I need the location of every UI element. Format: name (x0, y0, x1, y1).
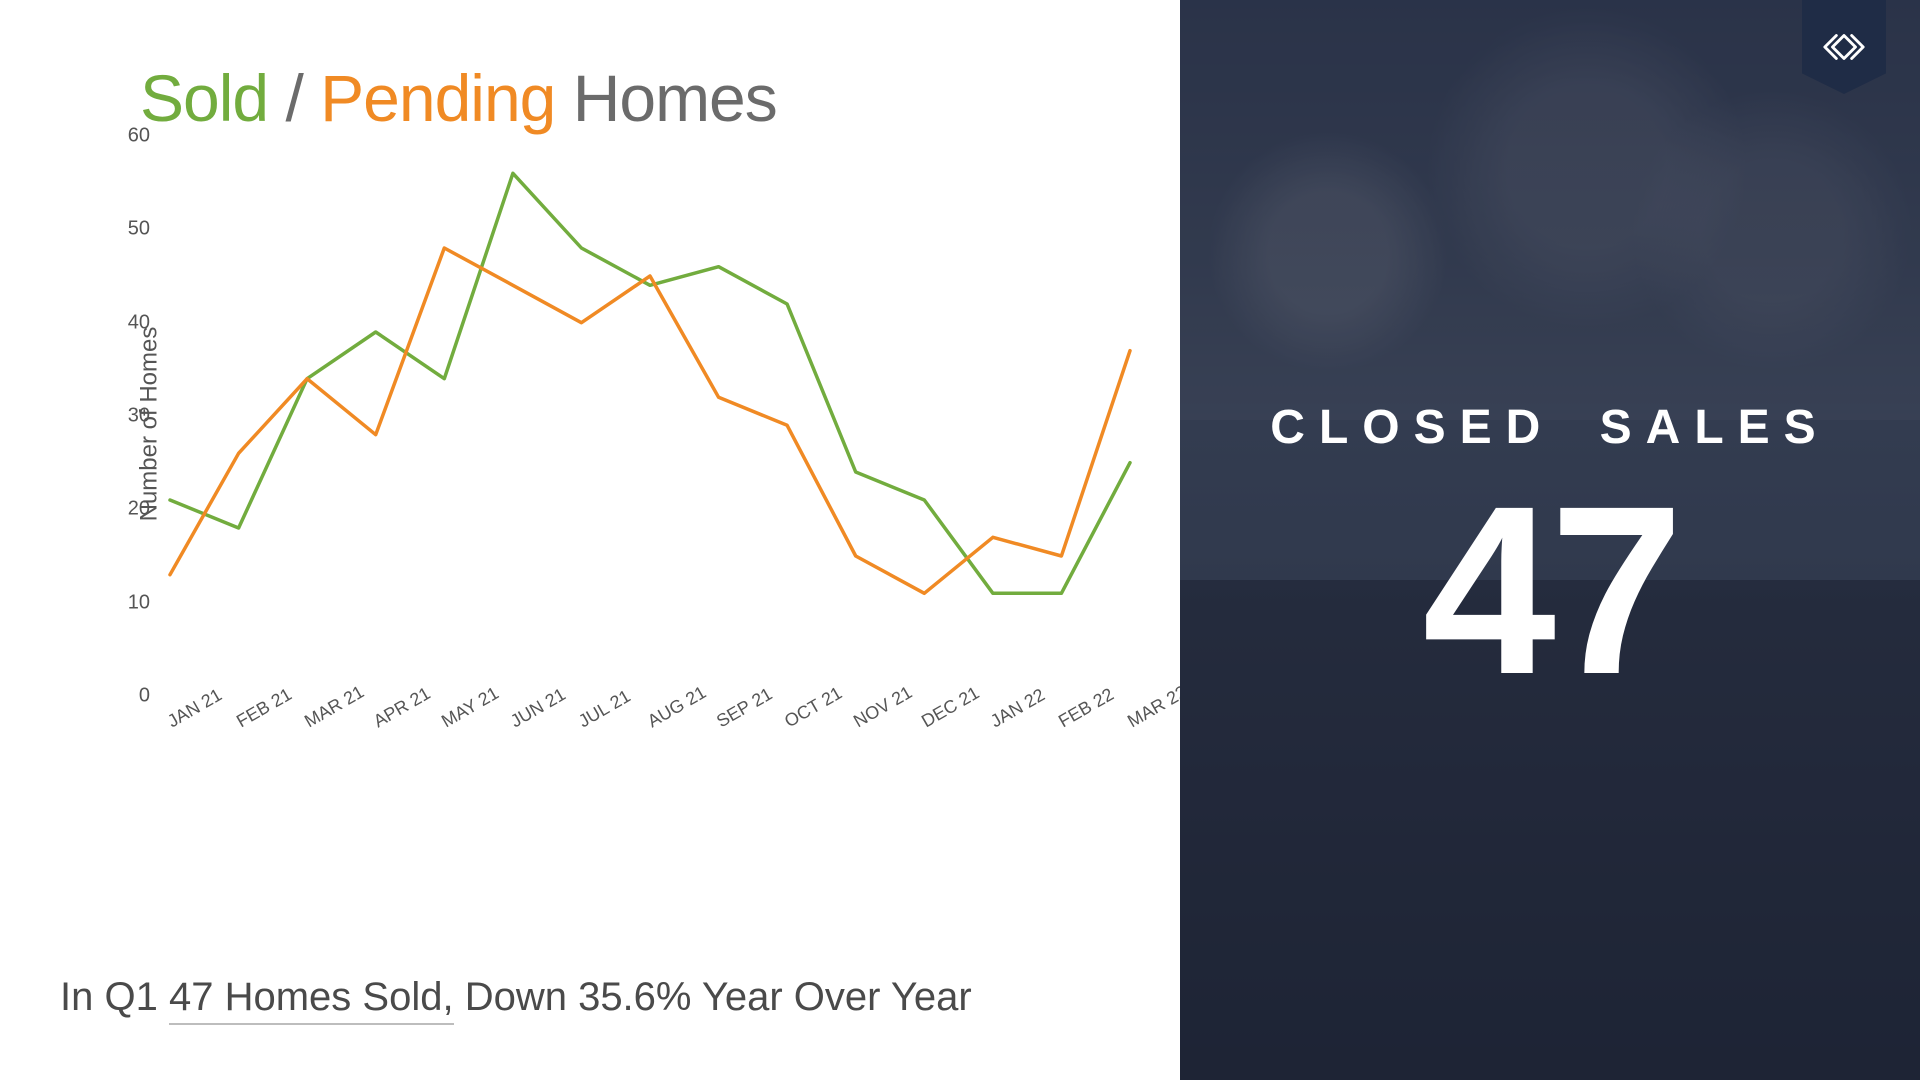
closed-sales-number: 47 (1180, 470, 1920, 710)
title-sold: Sold (140, 61, 268, 135)
footer-highlight: 47 Homes Sold, (169, 975, 454, 1025)
left-panel: Sold / Pending Homes Number of Homes 010… (0, 0, 1180, 1080)
y-tick: 60 (110, 125, 150, 148)
footer-rest: Down 35.6% Year Over Year (465, 975, 972, 1019)
y-tick: 40 (110, 311, 150, 334)
title-homes: Homes (573, 61, 777, 135)
y-tick: 0 (110, 685, 150, 708)
footer-prefix: In Q1 (60, 975, 158, 1019)
right-panel: CLOSED SALES 47 (1180, 0, 1920, 1080)
y-tick: 50 (110, 218, 150, 241)
y-tick: 30 (110, 405, 150, 428)
line-chart: Number of Homes 0102030405060 JAN 21FEB … (40, 136, 1140, 776)
brand-logo-icon (1821, 24, 1867, 70)
y-tick: 20 (110, 498, 150, 521)
title-pending: Pending (320, 61, 555, 135)
footer-caption: In Q1 47 Homes Sold, Down 35.6% Year Ove… (60, 975, 972, 1020)
chart-title: Sold / Pending Homes (140, 60, 1140, 136)
y-tick: 10 (110, 591, 150, 614)
title-slash: / (285, 61, 302, 135)
series-pending (170, 248, 1130, 593)
plot-area (160, 136, 1140, 696)
closed-sales-headline: CLOSED SALES (1180, 400, 1920, 455)
